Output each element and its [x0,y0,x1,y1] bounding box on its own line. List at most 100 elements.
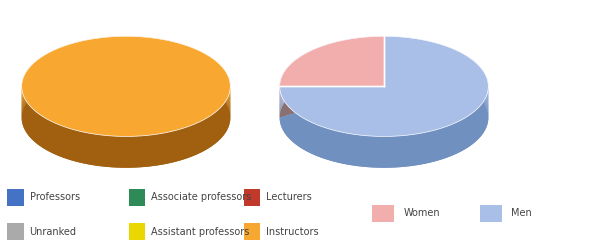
Text: Lecturers: Lecturers [266,192,312,202]
Polygon shape [22,39,230,141]
Polygon shape [280,53,488,154]
Polygon shape [280,40,384,92]
Polygon shape [280,47,488,148]
Bar [244,223,260,240]
Polygon shape [280,46,384,97]
Polygon shape [22,63,230,165]
Polygon shape [280,56,384,107]
Polygon shape [280,58,384,109]
Polygon shape [280,36,384,87]
Polygon shape [280,59,488,160]
Polygon shape [280,62,488,164]
Polygon shape [280,45,384,96]
Polygon shape [280,39,488,141]
Polygon shape [280,55,384,106]
Polygon shape [280,42,488,143]
Polygon shape [22,59,230,160]
Polygon shape [280,59,384,110]
Polygon shape [280,57,384,108]
Polygon shape [280,36,384,86]
Text: Unranked: Unranked [29,227,77,237]
Polygon shape [280,64,384,116]
Polygon shape [280,61,488,162]
Bar [244,189,260,206]
Polygon shape [280,54,488,155]
Polygon shape [280,38,384,90]
Polygon shape [22,57,230,158]
Text: Professors: Professors [29,192,80,202]
Polygon shape [280,57,488,158]
Polygon shape [280,55,488,156]
Text: Men: Men [511,208,532,218]
Polygon shape [280,62,384,114]
Polygon shape [22,66,230,167]
Polygon shape [280,61,384,112]
Polygon shape [280,37,384,88]
Polygon shape [22,46,230,147]
Polygon shape [280,68,488,168]
Polygon shape [280,60,384,111]
Polygon shape [22,68,230,168]
Polygon shape [280,50,384,101]
Polygon shape [22,55,230,156]
Polygon shape [280,39,384,90]
Bar [129,223,145,240]
Polygon shape [280,36,488,136]
Polygon shape [280,47,384,98]
Polygon shape [22,66,230,168]
Polygon shape [280,60,488,162]
Polygon shape [22,44,230,145]
Polygon shape [280,64,488,166]
Text: Instructors: Instructors [266,227,319,237]
Polygon shape [280,58,488,159]
Bar [129,189,145,206]
Polygon shape [22,53,230,154]
Polygon shape [280,68,384,118]
Polygon shape [280,51,384,102]
Polygon shape [280,44,488,145]
Bar [7,189,23,206]
Polygon shape [280,53,384,104]
Polygon shape [22,47,230,148]
Polygon shape [280,66,384,117]
Polygon shape [280,40,488,142]
Polygon shape [280,51,488,152]
Polygon shape [22,51,230,152]
Polygon shape [280,36,488,138]
Bar [372,205,394,222]
Polygon shape [22,56,230,157]
Polygon shape [280,56,488,157]
Polygon shape [280,63,488,165]
Polygon shape [22,36,230,138]
Polygon shape [280,46,488,147]
Polygon shape [22,50,230,151]
Bar [480,205,502,222]
Polygon shape [280,42,384,93]
Polygon shape [22,61,230,162]
Polygon shape [22,60,230,162]
Polygon shape [22,36,230,136]
Polygon shape [280,44,384,95]
Polygon shape [280,50,488,151]
Polygon shape [22,48,230,149]
Polygon shape [22,45,230,146]
Polygon shape [280,49,488,150]
Polygon shape [22,38,230,139]
Polygon shape [22,37,230,138]
Polygon shape [280,66,488,168]
Polygon shape [280,42,384,94]
Polygon shape [280,37,488,138]
Text: Assistant professors: Assistant professors [151,227,250,237]
Polygon shape [280,48,488,149]
Polygon shape [22,58,230,159]
Bar [7,223,23,240]
Polygon shape [280,52,384,103]
Polygon shape [22,52,230,153]
Text: Associate professors: Associate professors [151,192,252,202]
Polygon shape [22,42,230,143]
Polygon shape [280,66,488,167]
Polygon shape [280,48,384,99]
Text: Women: Women [403,208,440,218]
Polygon shape [280,52,488,153]
Polygon shape [280,54,384,105]
